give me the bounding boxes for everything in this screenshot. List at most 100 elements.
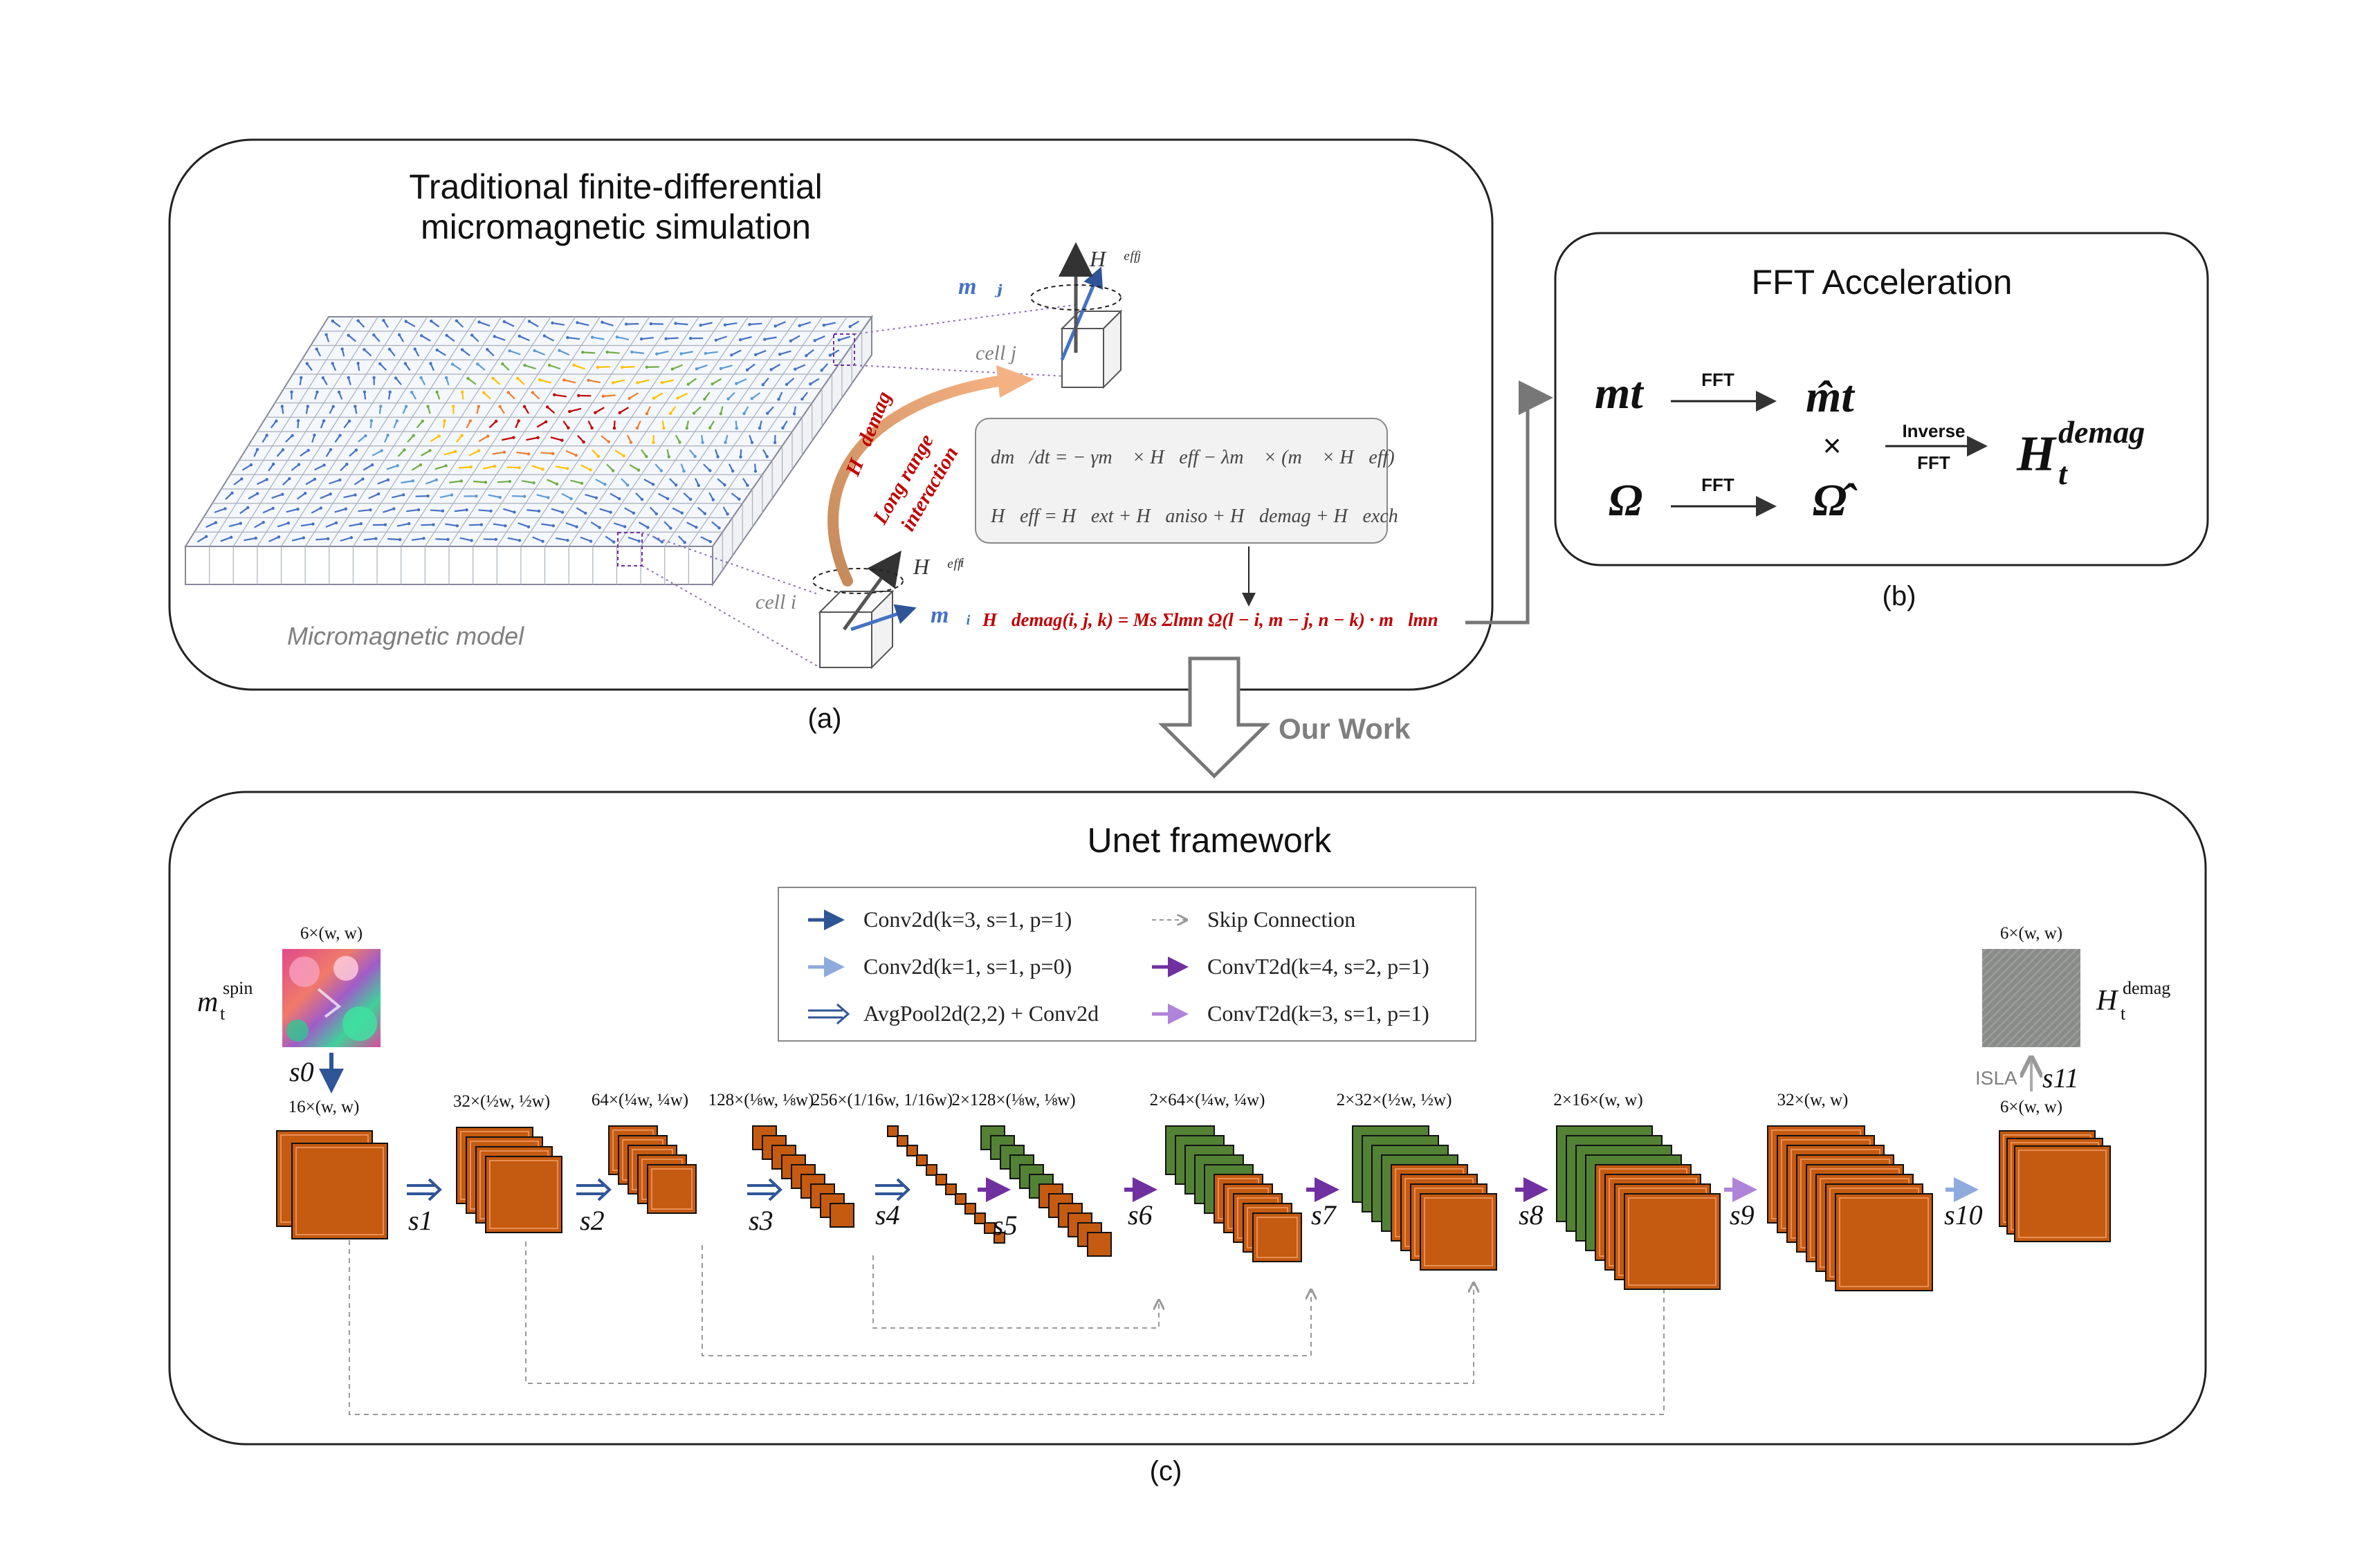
feature-map [1624, 1193, 1721, 1290]
isla-label: ISLA [1975, 1067, 2017, 1089]
feature-map [291, 1143, 388, 1239]
s-label-1: s1 [408, 1205, 433, 1236]
micromagnetic-grid [184, 304, 1080, 668]
times-sign: × [1823, 427, 1842, 463]
feature-map [1252, 1212, 1302, 1262]
input-sub: t [220, 1004, 226, 1024]
cell-i-highlight [617, 532, 643, 566]
s-label-7: s7 [1311, 1199, 1337, 1230]
feature-map [1087, 1232, 1112, 1257]
legend-item-0: Conv2d(k=3, s=1, p=1) [808, 907, 1072, 932]
panel-b-title: FFT Acceleration [1751, 263, 2012, 302]
fft-label-1: FFT [1701, 369, 1734, 390]
stage-arrow-3 [875, 1178, 910, 1201]
skip-connection-3 [872, 1255, 1159, 1329]
feature-map [2014, 1145, 2111, 1242]
feature-map [994, 1232, 1005, 1244]
stage-arrow-0 [407, 1178, 442, 1201]
input-spin-map: 6×(w, w) m spin t s0 [197, 924, 381, 1094]
fft-label-2: FFT [1701, 474, 1734, 495]
stage-arrow-1 [576, 1178, 612, 1201]
legend: Conv2d(k=3, s=1, p=1) Conv2d(k=1, s=1, p=… [778, 887, 1476, 1042]
a-to-b-connector [1465, 380, 1553, 625]
panel-a-title-2: micromagnetic simulation [421, 207, 811, 246]
legend-item-4: ConvT2d(k=4, s=2, p=1) [1152, 954, 1429, 979]
legend-item-3: Skip Connection [1152, 907, 1355, 932]
panel-b-frame [1554, 232, 2209, 566]
s-label-8: s8 [1519, 1199, 1544, 1230]
llg-equation: dm⃗/dt = − γm⃗ × H⃗eff − λm⃗ × (m⃗ × H⃗e… [991, 447, 1395, 468]
feature-map [926, 1164, 937, 1176]
cell-i-label: cell i [756, 591, 796, 614]
stage-dim-3: 128×(⅛w, ⅛w) [708, 1091, 814, 1109]
stage-dim-7: 2×32×(½w, ½w) [1337, 1091, 1452, 1109]
feature-map [887, 1125, 899, 1137]
output-hdemag-map: 6×(w, w) H demag t ISLA s11 [1975, 924, 2170, 1094]
legend-label-4: ConvT2d(k=4, s=2, p=1) [1207, 954, 1429, 979]
caption-b: (b) [1883, 581, 1916, 611]
h-out-label: H [2016, 426, 2057, 481]
input-label: m [197, 986, 218, 1018]
feature-map [830, 1203, 854, 1228]
skip-connection-1 [525, 1242, 1474, 1384]
stage-dim-10: 6×(w, w) [2000, 1098, 2062, 1116]
stage-dim-6: 2×64×(¼w, ¼w) [1150, 1091, 1265, 1109]
s11-label: s11 [2042, 1062, 2079, 1094]
legend-label-1: Conv2d(k=1, s=1, p=0) [863, 954, 1072, 979]
inverse-label-1: Inverse [1902, 421, 1965, 441]
legend-item-5: ConvT2d(k=3, s=1, p=1) [1152, 1001, 1429, 1026]
omega-label: Ω [1609, 475, 1642, 526]
output-label: H [2096, 985, 2119, 1017]
stage-8 [1556, 1125, 1721, 1290]
feature-map [945, 1183, 957, 1195]
stage-dim-8: 2×16×(w, w) [1553, 1091, 1642, 1109]
feature-map [916, 1154, 928, 1166]
heff-equation: H⃗eff = H⃗ext + H⃗aniso + H⃗demag + H⃗ex… [990, 506, 1398, 527]
legend-label-2: AvgPool2d(2,2) + Conv2d [863, 1001, 1099, 1026]
stage-4 [887, 1125, 1005, 1244]
cell-j-highlight [833, 333, 855, 366]
skip-connection-0 [349, 1231, 1664, 1415]
panel-a: Traditional finite-differential micromag… [168, 138, 1553, 734]
caption-c: (c) [1150, 1456, 1182, 1486]
panel-c: Unet framework Conv2d(k=3, s=1, p=1)Conv… [168, 791, 2207, 1486]
legend-item-2: AvgPool2d(2,2) + Conv2d [808, 1001, 1099, 1026]
equation-box: dm⃗/dt = − γm⃗ × H⃗eff − λm⃗ × (m⃗ × H⃗e… [975, 418, 1398, 607]
output-sup: demag [2123, 978, 2170, 998]
inverse-label-2: FFT [1917, 452, 1950, 473]
stage-dim-1: 32×(½w, ½w) [453, 1092, 550, 1111]
feature-map [647, 1164, 697, 1214]
panel-c-title: Unet framework [1088, 821, 1333, 860]
our-work-label: Our Work [1279, 712, 1411, 745]
cell-j-label: cell j [976, 342, 1016, 365]
feature-map [955, 1193, 967, 1205]
stage-dim-4: 256×(1/16w, 1/16w) [812, 1091, 953, 1109]
stage-arrow-2 [747, 1178, 782, 1201]
legend-label-5: ConvT2d(k=3, s=1, p=1) [1207, 1001, 1429, 1026]
feature-map [964, 1203, 976, 1215]
feature-map [485, 1156, 562, 1233]
feature-map [1835, 1193, 1933, 1291]
heff-i-label: H⃗ᵉᶠᶠⁱ [913, 554, 964, 579]
stage-dim-0: 16×(w, w) [289, 1098, 360, 1116]
s-label-10: s10 [1944, 1199, 1983, 1230]
input-dim: 6×(w, w) [300, 924, 363, 943]
s-label-3: s3 [749, 1205, 773, 1236]
our-work-arrow: Our Work [1157, 656, 1411, 779]
mi-label: m⃗ᵢ [931, 602, 971, 628]
stage-5 [980, 1125, 1112, 1257]
stage-6 [1165, 1125, 1302, 1262]
cell-i-cube: m⃗ᵢ H⃗ᵉᶠᶠⁱ cell i [756, 550, 971, 670]
s-label-9: s9 [1730, 1199, 1755, 1230]
panel-a-title-1: Traditional finite-differential [409, 167, 823, 206]
stage-2 [608, 1125, 697, 1214]
s0-label: s0 [289, 1056, 314, 1087]
h-out-sup: demag [2058, 414, 2145, 450]
s-label-6: s6 [1128, 1199, 1153, 1230]
model-label: Micromagnetic model [287, 622, 524, 650]
stage-3 [752, 1125, 854, 1228]
legend-label-3: Skip Connection [1207, 907, 1355, 932]
feature-map [897, 1135, 908, 1147]
feature-map [974, 1212, 986, 1224]
stage-1 [456, 1127, 562, 1233]
